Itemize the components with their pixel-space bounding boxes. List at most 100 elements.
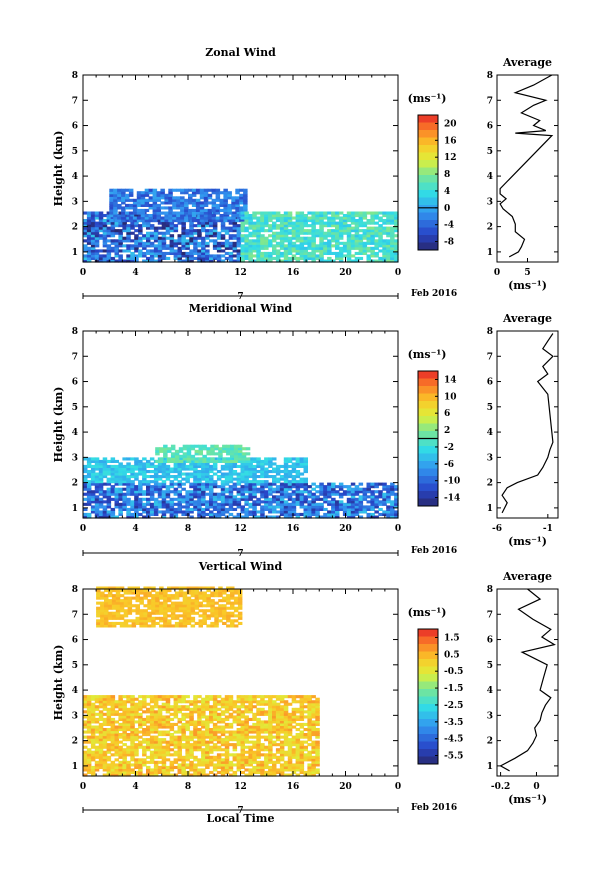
heatmap-cell [177,467,182,471]
heatmap-cell [260,244,265,248]
heatmap-cell [173,497,179,501]
heatmap-cell [209,475,214,479]
heatmap-cell [161,705,167,709]
heatmap-cell [161,702,167,706]
heatmap-cell [189,773,194,777]
heatmap-cell [218,447,223,451]
heatmap-cell [291,457,297,461]
heatmap-cell [90,753,96,757]
heatmap-cell [90,256,96,260]
heatmap-cell [161,495,167,499]
heatmap-cell [138,244,143,248]
heatmap-cell [256,246,261,250]
heatmap-cell [173,765,179,769]
heatmap-cell [216,755,222,759]
heatmap-cell [209,229,214,233]
heatmap-cell [86,770,92,774]
heatmap-cell [307,495,312,499]
heatmap-cell [346,512,352,516]
heatmap-cell [197,712,202,716]
heatmap-cell [235,203,240,207]
heatmap-cell [130,507,135,511]
heatmap-cell [378,500,383,504]
heatmap-cell [201,770,206,774]
heatmap-cell [223,219,228,223]
heatmap-cell [180,196,185,200]
heatmap-cell [240,712,245,716]
heatmap-cell [90,492,96,496]
avg-y-tick-label: 5 [487,147,493,157]
heatmap-cell [157,770,163,774]
heatmap-cell [283,707,289,711]
heatmap-cell [110,515,116,519]
heatmap-cell [275,695,281,699]
heatmap-cell [279,231,285,235]
heatmap-cell [268,720,273,724]
heatmap-cell [260,216,265,220]
heatmap-cell [256,249,261,253]
heatmap-cell [164,193,169,197]
heatmap-cell [193,743,198,747]
heatmap-cell [130,457,135,461]
heatmap-cell [219,191,224,195]
heatmap-cell [156,214,161,218]
heatmap-cell [248,735,253,739]
heatmap-cell [283,515,289,519]
heatmap-cell [228,505,234,509]
heatmap-cell [130,512,135,516]
heatmap-cell [86,457,92,461]
heatmap-cell [107,586,113,590]
heatmap-cell [177,490,182,494]
heatmap-cell [86,219,92,223]
heatmap-cell [268,226,273,230]
heatmap-cell [126,695,131,699]
heatmap-cell [240,492,245,496]
heatmap-cell [287,722,293,726]
heatmap-cell [260,475,265,479]
heatmap-cell [299,480,305,484]
heatmap-cell [94,748,100,752]
heatmap-cell [94,464,100,468]
heatmap-cell [149,720,155,724]
heatmap-cell [236,502,242,506]
heatmap-cell [291,700,297,704]
heatmap-cell [338,246,344,250]
heatmap-cell [90,743,96,747]
heatmap-cell [215,206,221,210]
heatmap-cell [256,470,261,474]
heatmap-cell [252,722,257,726]
heatmap-cell [299,695,305,699]
heatmap-cell [240,510,245,514]
heatmap-cell [370,239,375,243]
heatmap-cell [272,773,277,777]
heatmap-cell [90,457,96,461]
heatmap-cell [118,728,123,732]
heatmap-cell [148,219,154,223]
heatmap-cell [212,702,218,706]
heatmap-cell [149,753,155,757]
heatmap-cell [279,730,285,734]
heatmap-cell [110,246,116,250]
heatmap-cell [109,196,114,200]
heatmap-cell [228,695,234,699]
heatmap-cell [149,717,155,721]
heatmap-cell [185,492,190,496]
heatmap-cell [164,196,169,200]
heatmap-cell [226,449,231,453]
heatmap-cell [378,234,383,238]
heatmap-cell [205,697,210,701]
heatmap-cell [260,492,265,496]
heatmap-cell [224,507,230,511]
heatmap-cell [264,738,269,742]
heatmap-cell [283,740,289,744]
heatmap-cell [130,720,135,724]
heatmap-cell [235,191,240,195]
heatmap-cell [311,224,316,228]
heatmap-cell [94,500,100,504]
heatmap-cell [244,229,249,233]
heatmap-cell [248,745,253,749]
heatmap-cell [299,765,305,769]
heatmap-cell [275,244,281,248]
heatmap-cell [110,510,116,514]
heatmap-cell [216,497,222,501]
